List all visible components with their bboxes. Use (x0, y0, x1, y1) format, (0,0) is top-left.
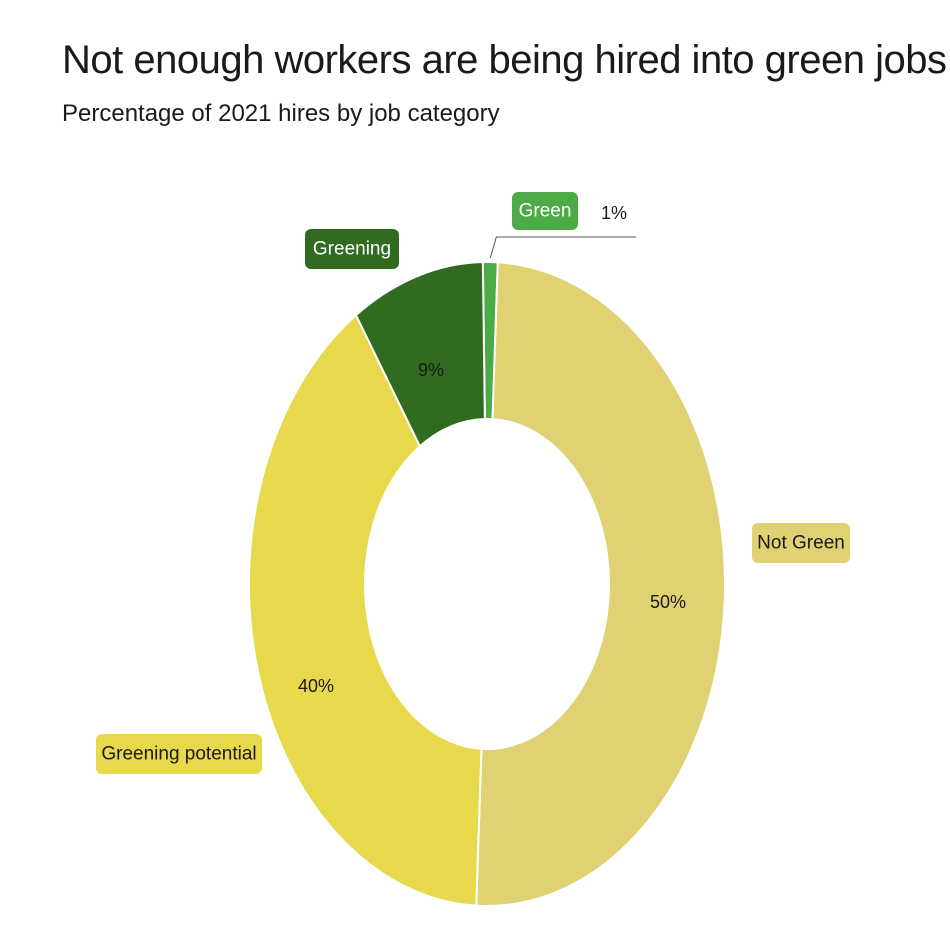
percentage-labels: 1% 50% 40% 9% (298, 203, 686, 696)
chart-title: Not enough workers are being hired into … (62, 38, 947, 82)
pct-label-greening-potential: 40% (298, 676, 334, 696)
pct-label-green: 1% (601, 203, 627, 223)
chart-subtitle: Percentage of 2021 hires by job category (62, 100, 500, 127)
category-label-box-greening-potential (96, 734, 262, 774)
category-label-not-green: Not Green (752, 523, 850, 563)
category-label-greening-potential: Greening potential (96, 734, 262, 774)
pct-label-greening: 9% (418, 360, 444, 380)
slice-greening (354, 261, 486, 448)
pct-label-not-green: 50% (650, 592, 686, 612)
category-label-text-greening: Greening (313, 239, 391, 260)
category-label-greening: Greening (305, 229, 399, 269)
category-label-text-greening-potential: Greening potential (101, 744, 256, 765)
category-labels: Green Not Green Greening potential Greening (96, 192, 850, 774)
donut-slices (248, 261, 727, 907)
category-label-green: Green (512, 192, 578, 230)
slice-not-green (475, 261, 727, 907)
category-label-text-green: Green (519, 201, 572, 222)
leader-line-green (489, 236, 636, 259)
category-label-box-not-green (752, 523, 850, 563)
slice-greening-potential (248, 313, 483, 907)
category-label-text-not-green: Not Green (757, 533, 845, 554)
category-label-box-green (512, 192, 578, 230)
category-label-box-greening (305, 229, 399, 269)
